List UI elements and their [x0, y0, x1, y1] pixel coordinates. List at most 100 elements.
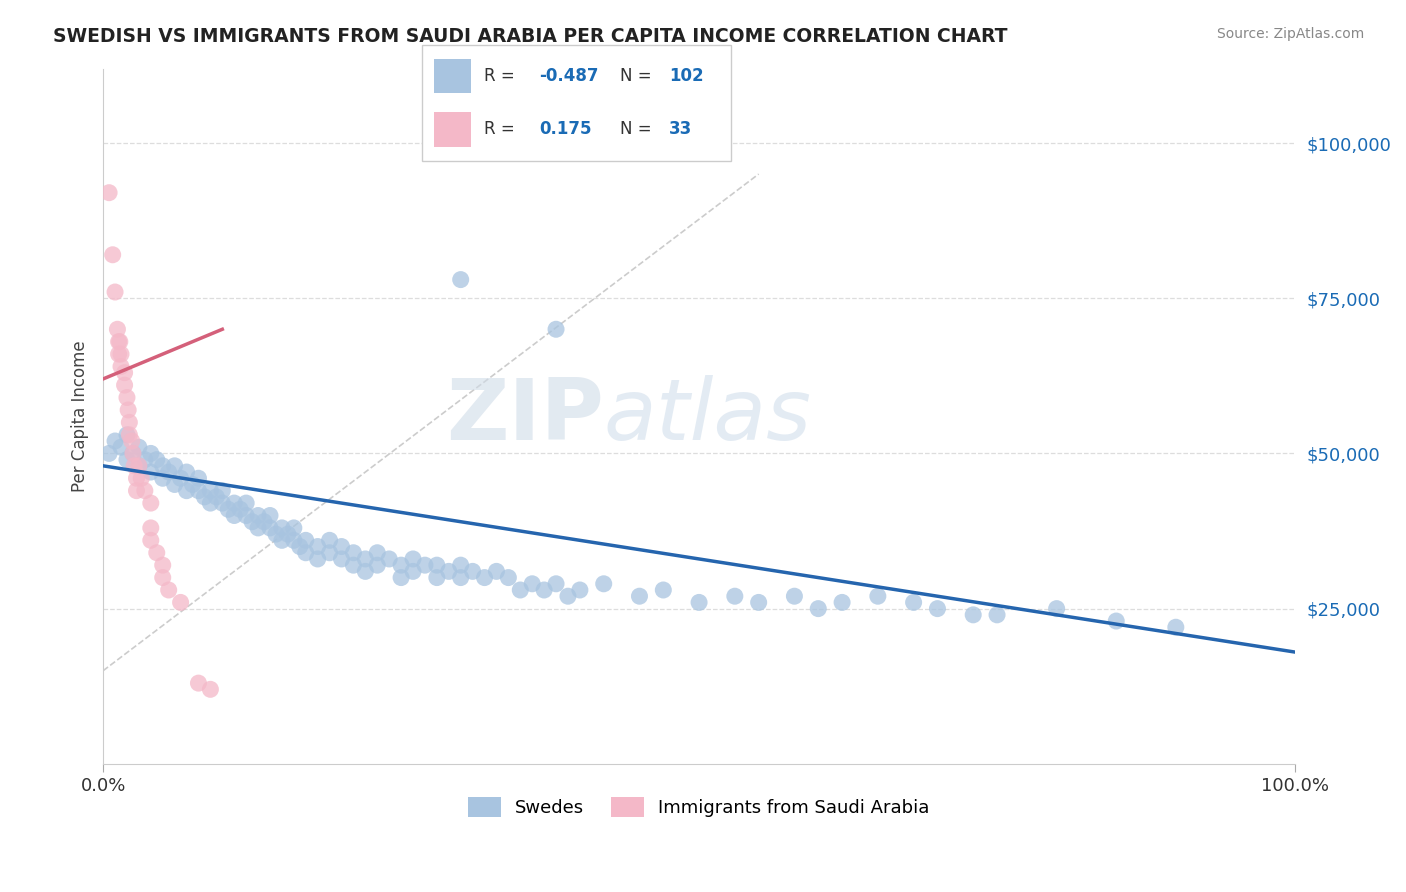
- Point: [277, 527, 299, 541]
- Point: [110, 440, 132, 454]
- Point: [205, 490, 228, 504]
- Point: [330, 540, 353, 554]
- Point: [318, 546, 340, 560]
- Point: [229, 502, 252, 516]
- Point: [128, 440, 150, 454]
- Point: [533, 582, 555, 597]
- Point: [128, 458, 150, 473]
- Point: [187, 483, 209, 498]
- Point: [169, 471, 191, 485]
- Point: [724, 589, 747, 603]
- Point: [145, 452, 167, 467]
- Point: [461, 565, 484, 579]
- Point: [522, 576, 544, 591]
- Point: [107, 334, 129, 349]
- Point: [224, 496, 246, 510]
- Point: [259, 521, 281, 535]
- Text: atlas: atlas: [603, 375, 811, 458]
- Point: [163, 477, 186, 491]
- Point: [145, 546, 167, 560]
- Text: R =: R =: [484, 120, 520, 138]
- Y-axis label: Per Capita Income: Per Capita Income: [72, 341, 89, 492]
- Point: [240, 515, 263, 529]
- Point: [783, 589, 806, 603]
- Point: [903, 595, 925, 609]
- Point: [107, 322, 129, 336]
- Point: [187, 676, 209, 690]
- Point: [118, 416, 141, 430]
- Point: [342, 546, 364, 560]
- Point: [509, 582, 531, 597]
- Point: [108, 334, 131, 349]
- Point: [426, 558, 449, 573]
- Point: [122, 458, 145, 473]
- Point: [128, 458, 150, 473]
- Text: 102: 102: [669, 67, 704, 85]
- Point: [139, 521, 162, 535]
- Point: [288, 540, 311, 554]
- Text: 33: 33: [669, 120, 693, 138]
- Point: [1046, 601, 1069, 615]
- Point: [176, 483, 198, 498]
- Point: [271, 521, 294, 535]
- Point: [211, 496, 233, 510]
- Point: [927, 601, 949, 615]
- Point: [354, 552, 377, 566]
- Point: [366, 558, 388, 573]
- Point: [163, 458, 186, 473]
- Point: [264, 527, 287, 541]
- Point: [187, 471, 209, 485]
- Point: [200, 496, 222, 510]
- Point: [176, 465, 198, 479]
- Point: [628, 589, 651, 603]
- Point: [485, 565, 508, 579]
- Point: [283, 533, 305, 548]
- Point: [169, 595, 191, 609]
- Point: [114, 366, 136, 380]
- Point: [98, 446, 121, 460]
- Point: [807, 601, 830, 615]
- Point: [652, 582, 675, 597]
- Text: SWEDISH VS IMMIGRANTS FROM SAUDI ARABIA PER CAPITA INCOME CORRELATION CHART: SWEDISH VS IMMIGRANTS FROM SAUDI ARABIA …: [53, 27, 1008, 45]
- Point: [294, 533, 316, 548]
- Point: [544, 322, 567, 336]
- Point: [1105, 614, 1128, 628]
- Point: [366, 546, 388, 560]
- Point: [110, 347, 132, 361]
- Point: [354, 565, 377, 579]
- Point: [294, 546, 316, 560]
- Text: ZIP: ZIP: [446, 375, 603, 458]
- Point: [139, 465, 162, 479]
- Text: N =: N =: [620, 67, 657, 85]
- Point: [450, 558, 472, 573]
- Point: [474, 571, 496, 585]
- Point: [152, 471, 174, 485]
- Point: [389, 558, 412, 573]
- Point: [181, 477, 204, 491]
- Point: [450, 571, 472, 585]
- Text: R =: R =: [484, 67, 520, 85]
- Point: [157, 582, 180, 597]
- Point: [1164, 620, 1187, 634]
- Point: [115, 391, 138, 405]
- Point: [104, 434, 127, 448]
- Point: [200, 483, 222, 498]
- Point: [253, 515, 276, 529]
- Point: [342, 558, 364, 573]
- Point: [152, 558, 174, 573]
- Point: [152, 458, 174, 473]
- Point: [115, 427, 138, 442]
- Point: [307, 552, 329, 566]
- Point: [129, 471, 152, 485]
- Point: [117, 403, 139, 417]
- Point: [330, 552, 353, 566]
- Text: Source: ZipAtlas.com: Source: ZipAtlas.com: [1216, 27, 1364, 41]
- Point: [152, 571, 174, 585]
- Point: [139, 496, 162, 510]
- Point: [592, 576, 614, 591]
- Point: [378, 552, 401, 566]
- Point: [125, 483, 148, 498]
- Point: [139, 446, 162, 460]
- Point: [217, 502, 239, 516]
- Text: -0.487: -0.487: [540, 67, 599, 85]
